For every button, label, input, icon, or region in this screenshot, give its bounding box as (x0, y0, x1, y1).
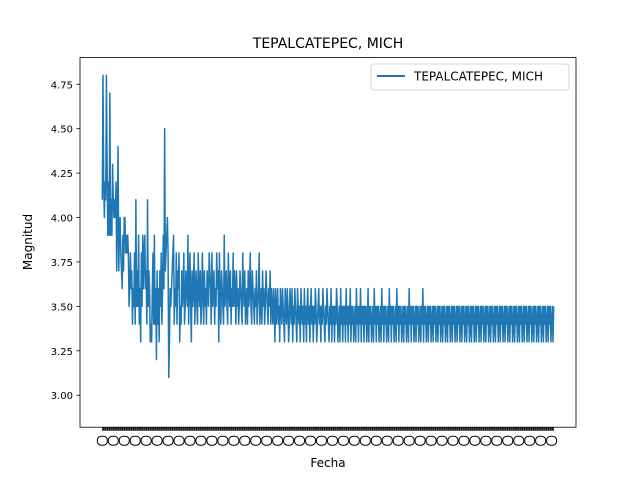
x-tick-label-glyph (502, 435, 514, 446)
x-tick-label-glyph (480, 435, 492, 446)
legend-entry-label: TEPALCATEPEC, MICH (413, 70, 543, 84)
x-tick-label-glyph (294, 435, 306, 446)
x-tick-label-glyph (458, 435, 470, 446)
y-tick-label: 3.75 (51, 258, 73, 269)
x-tick-label-glyph (195, 435, 207, 446)
legend-box (370, 63, 570, 91)
x-tick-label-glyph (283, 435, 295, 446)
x-tick-label-glyph (239, 435, 251, 446)
x-tick-label-glyph (151, 435, 163, 446)
x-tick-label-glyph (96, 435, 108, 446)
x-tick-label-glyph (381, 435, 393, 446)
x-tick-label-glyph (206, 435, 218, 446)
x-tick-label-glyph (546, 435, 558, 446)
x-tick-label-glyph (425, 435, 437, 446)
x-axis-label: Fecha (310, 456, 345, 470)
x-tick-label-glyph (272, 435, 284, 446)
series-line-tepalcatepec (101, 74, 555, 379)
y-tick-label: 4.00 (51, 214, 73, 225)
x-tick-label-glyph (315, 435, 327, 446)
x-tick-label-glyph (337, 435, 349, 446)
y-tick-label: 3.25 (51, 347, 73, 358)
y-tick-label: 3.50 (51, 302, 73, 313)
x-tick-label-glyph (129, 435, 141, 446)
x-tick-label-glyph (140, 435, 152, 446)
x-tick-label-glyph (535, 435, 547, 446)
x-tick-label-glyph (491, 435, 503, 446)
x-tick-label-glyph (162, 435, 174, 446)
x-tick-label-glyph (118, 435, 130, 446)
x-tick-label-glyph (261, 435, 273, 446)
x-tick-label-glyph (436, 435, 448, 446)
x-tick-label-glyph (392, 435, 404, 446)
x-tick-label-glyph (403, 435, 415, 446)
x-tick-label-glyph (305, 435, 317, 446)
x-tick-label-glyph (107, 435, 119, 446)
y-tick-label: 4.50 (51, 125, 73, 136)
x-tick-label-glyph (326, 435, 338, 446)
y-tick-label: 4.75 (51, 80, 73, 91)
x-tick-label-glyph (217, 435, 229, 446)
x-tick-label-glyph (228, 435, 240, 446)
y-axis: 3.00 3.25 3.50 3.75 4.00 4.25 4.50 4.75 (51, 80, 80, 402)
x-tick-label-glyph (184, 435, 196, 446)
x-tick-label-glyph (370, 435, 382, 446)
chart-title: TEPALCATEPEC, MICH (252, 36, 403, 52)
x-tick-label-glyph (348, 435, 360, 446)
x-tick-label-glyph (524, 435, 536, 446)
x-tick-label-glyph (173, 435, 185, 446)
y-tick-label: 3.00 (51, 391, 73, 402)
y-axis-label: Magnitud (21, 214, 35, 270)
x-tick-label-glyph (250, 435, 262, 446)
x-tick-label-glyph (513, 435, 525, 446)
x-tick-label-glyph (469, 435, 481, 446)
legend: TEPALCATEPEC, MICH (370, 63, 570, 91)
y-tick-label: 4.25 (51, 169, 73, 180)
x-tick-label-glyph (414, 435, 426, 446)
x-axis (96, 427, 558, 446)
x-tick-label-glyph (359, 435, 371, 446)
plot-area: 3.00 3.25 3.50 3.75 4.00 4.25 4.50 4.75 (51, 57, 577, 446)
x-tick-label-glyph (447, 435, 459, 446)
plot-frame (79, 57, 577, 428)
